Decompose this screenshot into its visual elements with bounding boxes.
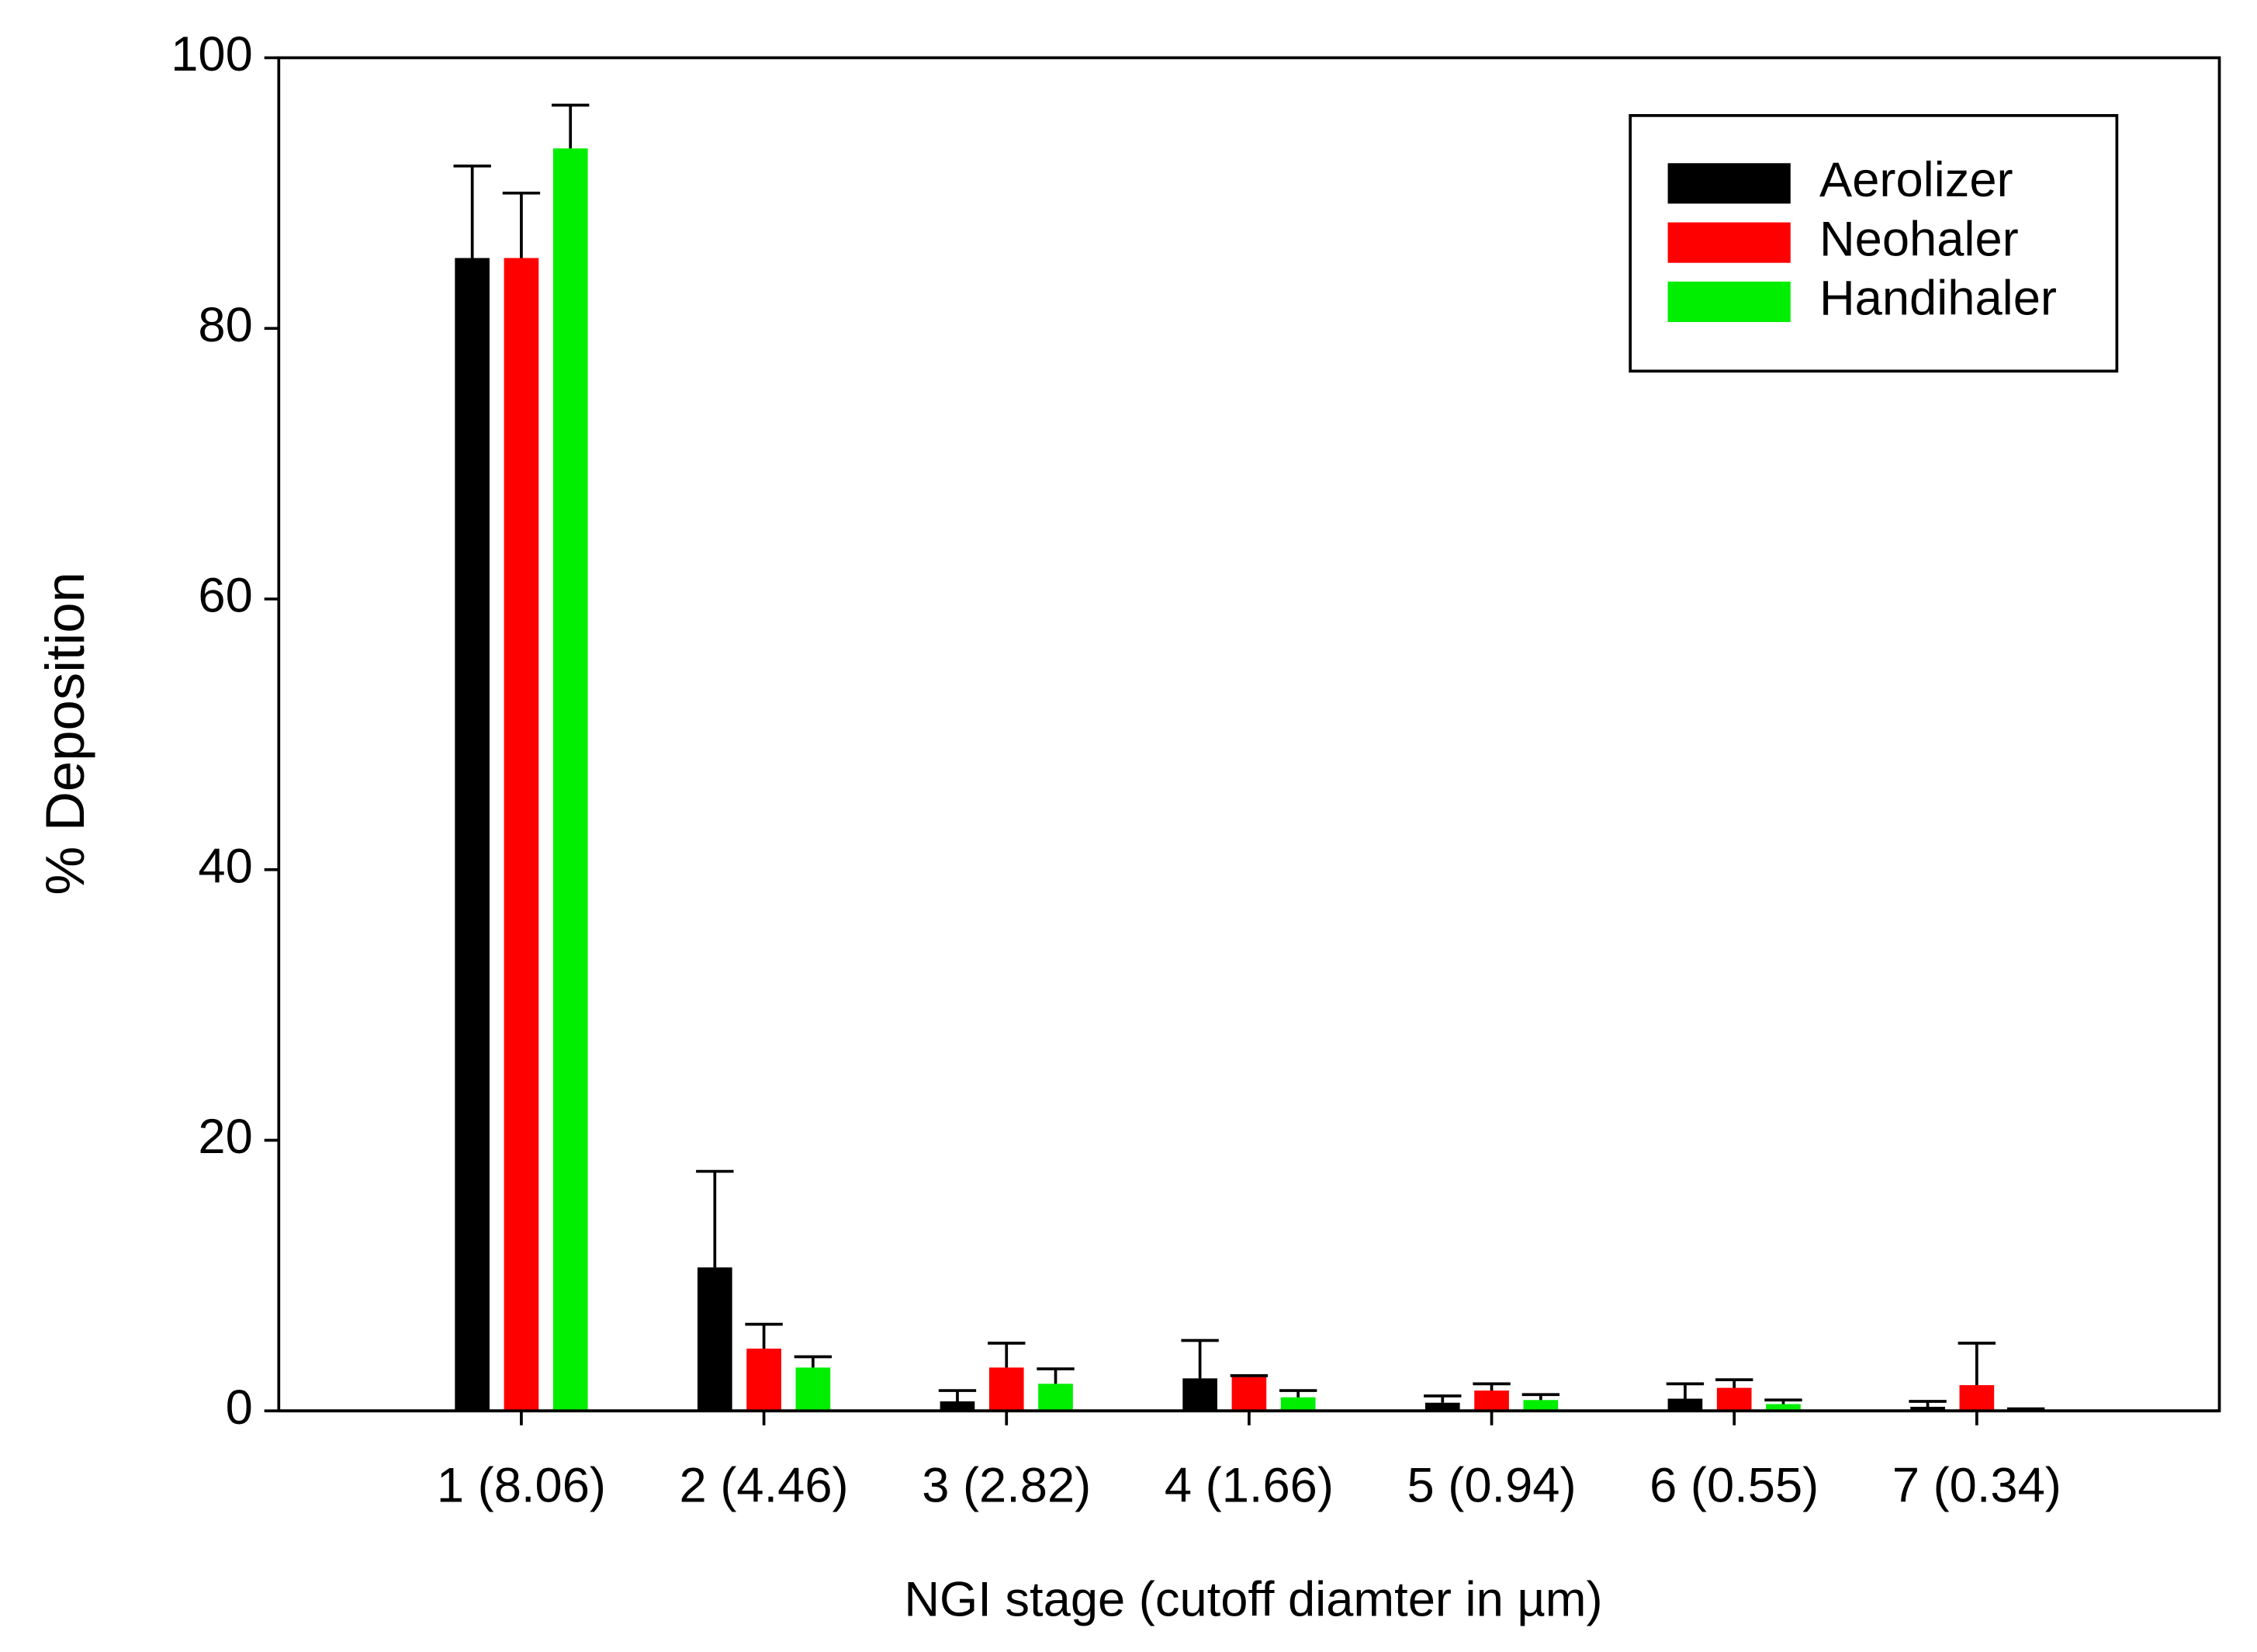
legend-swatch (1667, 222, 1791, 263)
legend-swatch (1667, 281, 1791, 323)
y-tick-label: 40 (198, 839, 252, 893)
y-tick-label: 80 (198, 298, 252, 352)
bar (940, 1401, 975, 1411)
x-tick-label: 7 (0.34) (1892, 1458, 2061, 1512)
y-tick-label: 0 (226, 1380, 253, 1435)
legend-label: Handihaler (1819, 272, 2057, 326)
x-tick-label: 6 (0.55) (1649, 1458, 1819, 1512)
x-tick-label: 3 (2.82) (922, 1458, 1091, 1512)
x-tick-label: 5 (0.94) (1407, 1458, 1577, 1512)
bar (1766, 1404, 1801, 1411)
bar (1523, 1400, 1559, 1411)
bar (1474, 1391, 1509, 1411)
x-tick-label: 1 (8.06) (437, 1458, 606, 1512)
bar (1667, 1398, 1703, 1411)
bar (988, 1367, 1024, 1411)
bar (1231, 1377, 1267, 1411)
bar (504, 258, 539, 1411)
bar (1424, 1402, 1460, 1411)
bar (1959, 1385, 1995, 1411)
y-tick-label: 100 (171, 27, 253, 81)
bar (697, 1267, 732, 1411)
bar (1716, 1387, 1752, 1411)
bar (1280, 1397, 1316, 1411)
bar (1182, 1378, 1217, 1411)
bar (1038, 1384, 1073, 1411)
bar (746, 1348, 781, 1411)
legend-label: Neohaler (1819, 212, 2019, 266)
bar (1910, 1406, 1945, 1411)
bar (552, 148, 588, 1411)
y-tick-label: 60 (198, 569, 252, 623)
x-tick-label: 2 (4.46) (680, 1458, 849, 1512)
bar (795, 1367, 831, 1411)
x-tick-label: 4 (1.66) (1165, 1458, 1334, 1512)
legend-label: Aerolizer (1819, 153, 2013, 207)
y-axis-label: % Deposition (34, 572, 95, 895)
y-tick-label: 20 (198, 1110, 252, 1164)
x-axis-label: NGI stage (cutoff diamter in µm) (904, 1572, 1602, 1626)
bar (455, 258, 490, 1411)
legend-swatch (1667, 163, 1791, 204)
